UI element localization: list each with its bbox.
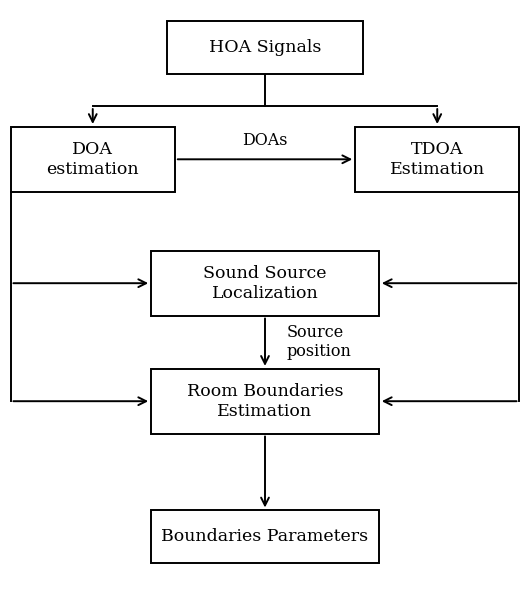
Text: TDOA
Estimation: TDOA Estimation — [390, 141, 485, 178]
FancyBboxPatch shape — [167, 21, 363, 74]
Text: HOA Signals: HOA Signals — [209, 39, 321, 55]
Text: DOA
estimation: DOA estimation — [47, 141, 139, 178]
Text: Source
position: Source position — [286, 324, 351, 360]
FancyBboxPatch shape — [355, 127, 519, 192]
Text: Room Boundaries
Estimation: Room Boundaries Estimation — [187, 383, 343, 419]
Text: Sound Source
Localization: Sound Source Localization — [203, 265, 327, 301]
FancyBboxPatch shape — [151, 251, 379, 316]
Text: Boundaries Parameters: Boundaries Parameters — [162, 529, 368, 545]
FancyBboxPatch shape — [151, 510, 379, 563]
FancyBboxPatch shape — [151, 369, 379, 434]
FancyBboxPatch shape — [11, 127, 175, 192]
Text: DOAs: DOAs — [242, 132, 288, 149]
